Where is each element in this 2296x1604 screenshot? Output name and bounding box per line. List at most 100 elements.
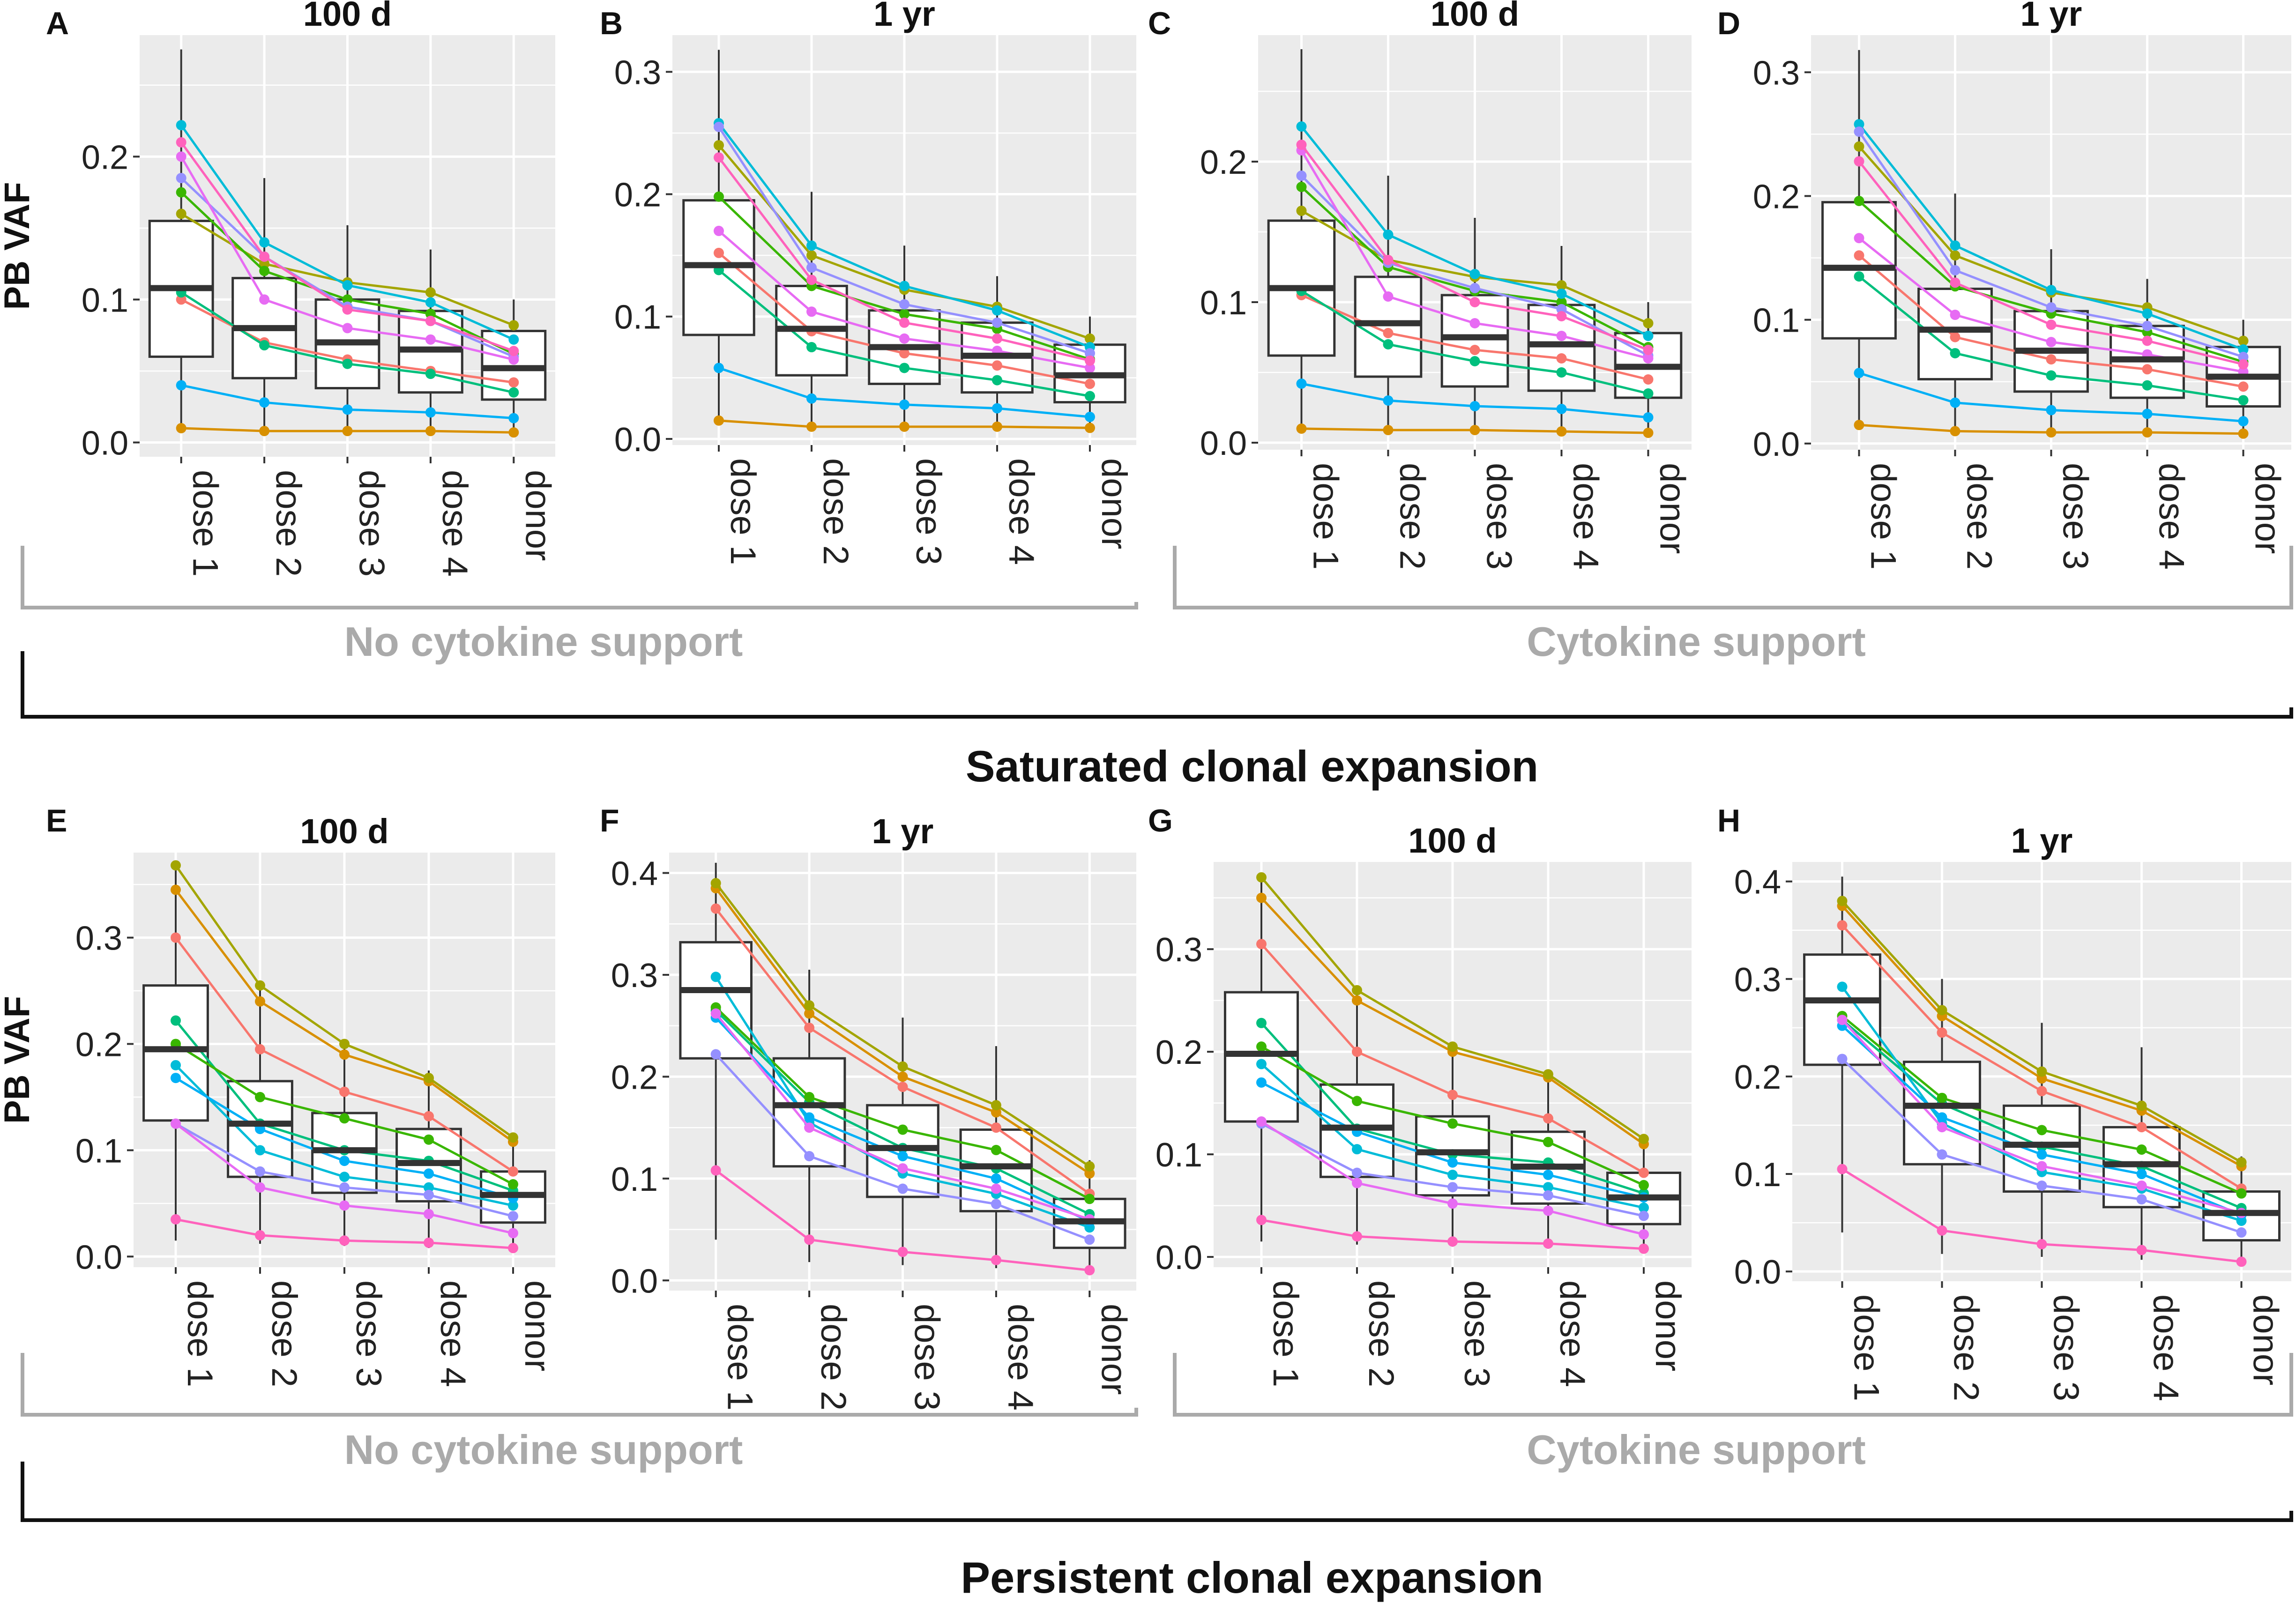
data-point: [2238, 359, 2249, 370]
y-tick-label: 0.2: [1734, 1059, 1781, 1096]
data-point: [2036, 1181, 2047, 1191]
box-body: [1440, 294, 1509, 388]
x-tick-label: dose 2: [1393, 463, 1432, 570]
y-tick-label: 0.4: [611, 855, 658, 892]
data-point: [1854, 233, 1864, 244]
data-point: [2236, 1188, 2247, 1199]
data-point: [339, 1156, 350, 1166]
data-point: [1639, 1229, 1649, 1240]
data-point: [259, 397, 270, 408]
data-point: [171, 1118, 181, 1129]
data-point: [508, 377, 519, 388]
data-point: [897, 1082, 908, 1092]
x-tick-label: dose 1: [1847, 1294, 1886, 1401]
data-point: [1937, 1092, 1947, 1103]
data-point: [1950, 250, 1961, 261]
x-tick-label: dose 4: [435, 470, 475, 577]
data-point: [259, 340, 270, 351]
data-point: [1383, 230, 1394, 240]
y-tick-label: 0.0: [82, 424, 128, 462]
data-point: [1639, 1243, 1649, 1254]
data-point: [1937, 1112, 1947, 1123]
data-point: [424, 1134, 434, 1145]
data-point: [424, 1209, 434, 1219]
y-tick-label: 0.4: [1734, 864, 1781, 901]
x-tick-label: dose 4: [1001, 458, 1041, 565]
data-point: [897, 1151, 908, 1161]
x-tick-label: donor: [1653, 463, 1692, 554]
data-point: [2238, 428, 2249, 439]
data-point: [1543, 1169, 1553, 1180]
data-point: [1854, 119, 1864, 130]
data-point: [1854, 271, 1864, 282]
panel-letter: F: [600, 803, 619, 839]
data-point: [991, 1144, 1001, 1155]
data-point: [1447, 1041, 1458, 1052]
x-tick-label: dose 1: [723, 458, 763, 565]
data-point: [425, 426, 436, 437]
bracket-top-right: [1173, 546, 2293, 609]
data-point: [508, 334, 519, 345]
data-point: [1643, 388, 1654, 399]
data-point: [424, 1111, 434, 1121]
y-tick-label: 0.0: [1155, 1239, 1202, 1277]
data-point: [1256, 939, 1267, 950]
data-point: [710, 1049, 721, 1060]
x-tick-label: dose 1: [186, 470, 225, 577]
data-point: [806, 275, 817, 285]
x-tick-label: dose 2: [813, 1304, 853, 1411]
data-point: [425, 316, 436, 327]
data-point: [1937, 1122, 1947, 1133]
panel-letter: G: [1148, 803, 1173, 839]
label-bottom-right: Cytokine support: [1527, 1426, 1866, 1473]
data-point: [2136, 1194, 2147, 1205]
data-point: [991, 1183, 1001, 1194]
data-point: [899, 333, 909, 344]
x-tick-label: donor: [1094, 1304, 1133, 1395]
panel-E: 0.0 0.1 0.2 0.3 dose 1 dose 2 dose 3 dose 4 dono…: [0, 803, 557, 1387]
data-point: [2036, 1066, 2047, 1077]
data-point: [1643, 345, 1654, 355]
data-point: [1447, 1182, 1458, 1193]
x-tick-label: dose 2: [1361, 1280, 1401, 1387]
data-point: [1383, 425, 1394, 435]
x-tick-label: donor: [518, 470, 558, 561]
panel-G: 0.0 0.1 0.2 0.3 dose 1 dose 2 dose 3 dose 4 dono…: [1148, 803, 1692, 1387]
data-point: [1543, 1182, 1553, 1193]
data-point: [171, 1060, 181, 1070]
y-tick-label: 0.2: [1753, 178, 1800, 215]
data-point: [1296, 182, 1307, 192]
data-point: [2142, 320, 2153, 331]
data-point: [508, 413, 519, 423]
data-point: [255, 1166, 265, 1177]
data-point: [1084, 1265, 1095, 1276]
data-point: [714, 140, 724, 151]
x-tick-label: dose 1: [180, 1280, 220, 1387]
data-point: [1296, 423, 1307, 434]
data-point: [508, 1228, 518, 1239]
data-point: [1643, 374, 1654, 385]
data-point: [1447, 1236, 1458, 1247]
y-tick-label: 0.3: [75, 920, 122, 958]
data-point: [1256, 1059, 1267, 1069]
data-point: [1469, 283, 1480, 293]
panel-title: 100 d: [1431, 0, 1519, 33]
data-point: [1256, 1041, 1267, 1052]
data-point: [259, 237, 270, 248]
data-point: [2036, 1161, 2047, 1172]
x-tick-label: dose 4: [433, 1280, 473, 1387]
data-point: [897, 1071, 908, 1082]
data-point: [1556, 280, 1567, 290]
data-point: [1854, 156, 1864, 167]
x-tick-label: donor: [2246, 1294, 2286, 1385]
data-point: [508, 1200, 518, 1211]
data-point: [897, 1061, 908, 1072]
data-point: [424, 1189, 434, 1200]
data-point: [1950, 265, 1961, 275]
data-point: [804, 1112, 815, 1123]
data-point: [342, 404, 353, 415]
data-point: [1469, 345, 1480, 355]
data-point: [259, 426, 270, 437]
panel-title: 100 d: [1408, 821, 1497, 860]
data-point: [508, 1132, 518, 1143]
